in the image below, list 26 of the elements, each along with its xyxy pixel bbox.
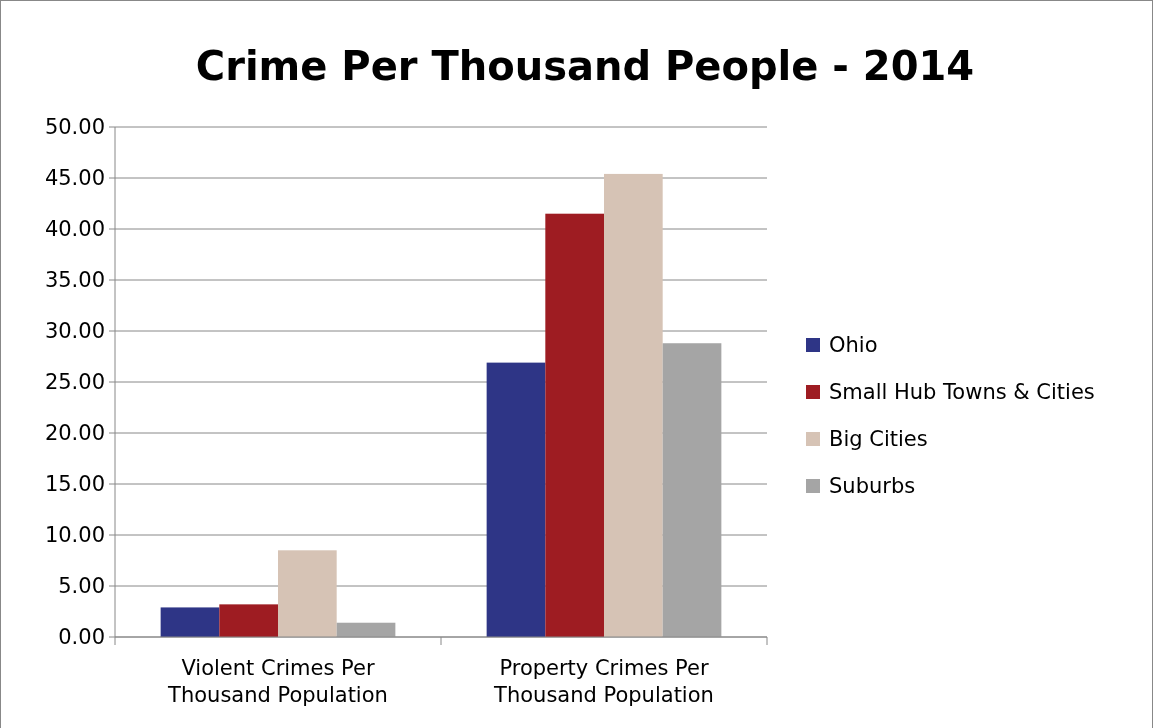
bar [545,213,604,637]
bar [336,622,396,637]
y-tick-label: 50.00 [44,115,105,140]
bar [160,607,220,637]
bar [662,343,722,637]
legend-label: Ohio [829,333,878,358]
y-tick-label: 40.00 [44,217,105,242]
bar [278,550,337,637]
legend-label: Small Hub Towns & Cities [829,380,1095,405]
bar [486,362,546,637]
legend-label: Suburbs [829,474,916,499]
y-tick-label: 25.00 [44,370,105,395]
y-tick-label: 0.00 [58,625,105,650]
y-tick-label: 30.00 [44,319,105,344]
legend-label: Big Cities [829,427,928,452]
chart-title: Crime Per Thousand People - 2014 [195,43,975,89]
y-tick-label: 10.00 [44,523,105,548]
x-tick-label: Violent Crimes Per Thousand Population [167,656,388,707]
bar [604,173,663,637]
y-tick-label: 20.00 [44,421,105,446]
x-tick-label: Property Crimes Per Thousand Population [493,656,714,707]
y-tick-label: 5.00 [58,574,105,599]
y-tick-label: 15.00 [44,472,105,497]
y-tick-label: 45.00 [44,166,105,191]
y-tick-label: 35.00 [44,268,105,293]
bar [219,604,278,637]
